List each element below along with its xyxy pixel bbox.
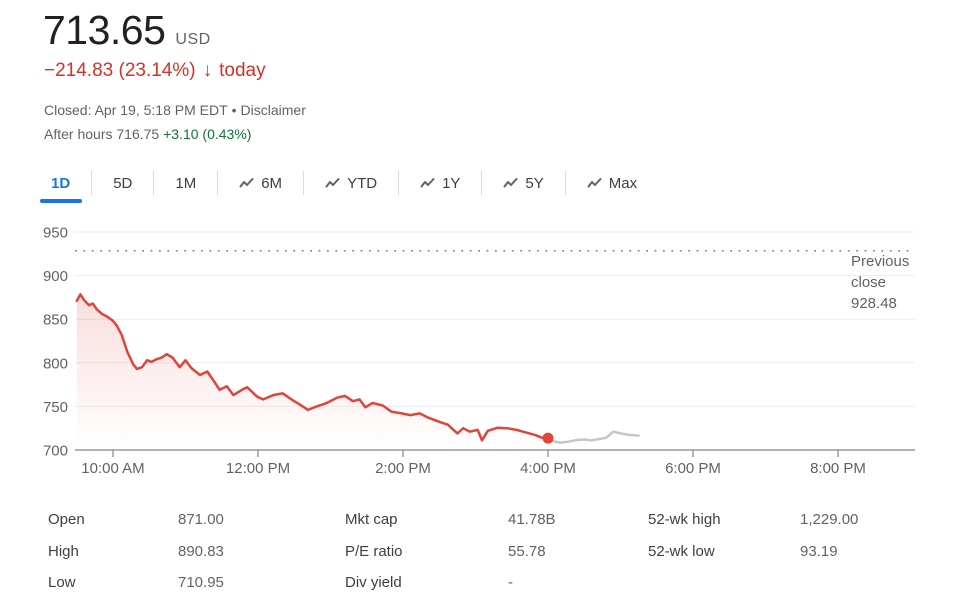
tab-1d[interactable]: 1D [30,163,91,203]
stat-52wk-low: 52-wk low 93.19 [648,536,858,568]
stat-52wk-high: 52-wk high 1,229.00 [648,504,858,536]
disclaimer-link[interactable]: Disclaimer [240,102,306,118]
stat-label: 52-wk high [648,511,721,529]
tab-divider [481,171,483,195]
tab-divider [91,171,93,195]
stat-value: 871.00 [178,511,224,529]
sparkline-icon [587,176,602,190]
y-axis-label-700: 700 [43,443,68,460]
sparkline-icon [325,176,340,190]
market-hours-line [75,293,550,442]
after-hours-row: After hours 716.75 +3.10 (0.43%) [44,125,251,143]
tab-max-label: Max [608,174,638,192]
tab-max[interactable]: Max [566,163,658,203]
price-change-period: today [219,60,266,81]
stat-label: P/E ratio [345,542,403,560]
tab-1m[interactable]: 1M [154,163,217,203]
market-status: Closed: Apr 19, 5:18 PM EDT [44,102,228,118]
stat-div-yield: Div yield - [345,567,556,599]
x-axis-label: 8:00 PM [810,460,866,477]
previous-close-label: Previous [851,253,909,270]
market-hours-area [76,294,549,450]
price-chart[interactable]: 700 750 800 850 900 950 Previous close 928.48 10:… [0,215,960,487]
tab-1y[interactable]: 1Y [399,163,481,203]
tab-divider [217,171,219,195]
bullet-separator: • [231,102,237,118]
stat-value: 55.78 [508,542,546,560]
tab-6m-label: 6M [261,174,283,192]
stat-label: Open [48,511,85,529]
active-tab-underline [39,199,82,203]
stat-label: Low [48,574,76,592]
price-value: 713.65 [43,7,166,53]
stat-label: Mkt cap [345,511,398,529]
tab-5d[interactable]: 5D [92,163,153,203]
tab-5y-label: 5Y [525,174,544,192]
stat-value: 1,229.00 [800,511,859,529]
y-axis-label-850: 850 [43,312,68,329]
stat-label: High [48,542,79,560]
y-axis-label-900: 900 [43,268,68,285]
price-header: 713.65 USD [43,6,211,54]
stats-column-1: Open 871.00 High 890.83 Low 710.95 [48,504,224,599]
tab-divider [564,171,566,195]
time-range-tabs: 1D 5D 1M 6M YTD 1Y 5Y [30,163,658,203]
tab-1d-label: 1D [51,174,71,192]
tab-ytd-label: YTD [347,174,378,192]
sparkline-icon [239,176,254,190]
stats-column-2: Mkt cap 41.78B P/E ratio 55.78 Div yield… [345,504,556,599]
stat-high: High 890.83 [48,536,224,568]
y-axis-label-950: 950 [43,225,68,242]
stat-value: 41.78B [508,511,556,529]
tab-divider [398,171,400,195]
arrow-down-icon: ↓ [202,60,213,81]
price-chart-svg: 700 750 800 850 900 950 Previous close 928.48 10:… [43,225,915,477]
after-hours-change: +3.10 (0.43%) [163,126,252,142]
stat-value: 710.95 [178,574,224,592]
tab-ytd[interactable]: YTD [304,163,398,203]
current-price-dot [542,432,554,444]
after-hours-line [546,430,640,444]
stat-open: Open 871.00 [48,504,224,536]
price-change: −214.83 (23.14%) [44,60,196,81]
stat-value: 93.19 [800,542,838,560]
tab-6m[interactable]: 6M [218,163,303,203]
tab-divider [303,171,305,195]
sparkline-icon [503,176,518,190]
x-axis-label: 2:00 PM [375,460,431,477]
y-axis-label-750: 750 [43,399,68,416]
stat-value: 890.83 [178,542,224,560]
price-change-row: −214.83 (23.14%) ↓ today [44,58,266,84]
stats-column-3: 52-wk high 1,229.00 52-wk low 93.19 [648,504,858,567]
stat-value: - [508,574,513,592]
previous-close-label: 928.48 [851,295,897,312]
x-axis-label: 12:00 PM [226,460,290,477]
previous-close-label: close [851,274,886,291]
market-status-row: Closed: Apr 19, 5:18 PM EDT • Disclaimer [44,101,306,119]
tab-5y[interactable]: 5Y [482,163,564,203]
x-axis-label: 6:00 PM [665,460,721,477]
stat-pe-ratio: P/E ratio 55.78 [345,536,556,568]
x-axis-label: 10:00 AM [81,460,144,477]
tab-divider [153,171,155,195]
tab-1y-label: 1Y [442,174,461,192]
currency-label: USD [175,31,211,48]
y-axis-label-800: 800 [43,355,68,372]
stat-mkt-cap: Mkt cap 41.78B [345,504,556,536]
stat-label: 52-wk low [648,542,715,560]
tab-1m-label: 1M [175,174,197,192]
x-axis-label: 4:00 PM [520,460,576,477]
stat-low: Low 710.95 [48,567,224,599]
after-hours-label: After hours [44,126,113,142]
sparkline-icon [420,176,435,190]
tab-5d-label: 5D [113,174,133,192]
stat-label: Div yield [345,574,402,592]
after-hours-price: 716.75 [116,126,160,142]
